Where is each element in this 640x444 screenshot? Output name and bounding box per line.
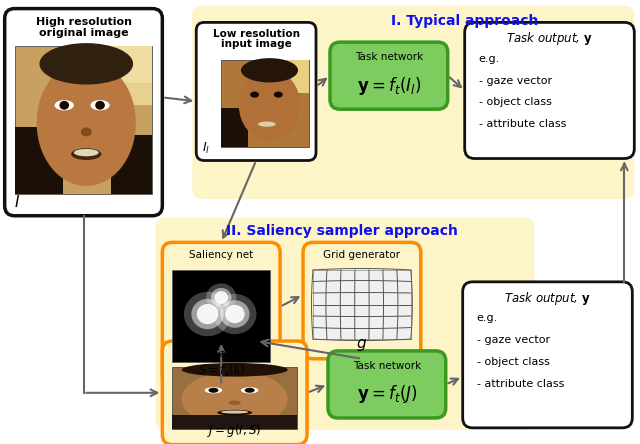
Ellipse shape [217,410,252,416]
Bar [172,367,297,429]
Bar [172,270,270,362]
Ellipse shape [36,60,136,186]
Text: - object class: - object class [477,357,550,367]
Text: $I_l$: $I_l$ [202,140,211,155]
FancyBboxPatch shape [163,341,307,444]
FancyBboxPatch shape [156,218,534,430]
Text: $S = f_s(I_l)$: $S = f_s(I_l)$ [198,363,244,380]
Ellipse shape [220,300,250,328]
Ellipse shape [258,122,276,127]
Bar [97,46,152,105]
Bar [221,107,248,147]
Ellipse shape [225,305,244,323]
Text: $I$: $I$ [13,194,20,210]
Ellipse shape [71,148,101,160]
Ellipse shape [250,91,259,98]
FancyBboxPatch shape [196,22,316,160]
Text: e.g.: e.g. [477,313,498,323]
Ellipse shape [244,388,255,393]
Ellipse shape [196,304,218,324]
Ellipse shape [40,43,133,84]
Bar [269,60,309,93]
Ellipse shape [74,149,99,156]
Text: - object class: - object class [479,97,552,107]
Text: Sampler: Sampler [213,349,257,359]
Text: original image: original image [38,28,129,38]
Ellipse shape [184,292,231,336]
Ellipse shape [90,100,109,111]
Ellipse shape [81,127,92,136]
Ellipse shape [239,69,300,141]
Ellipse shape [60,101,69,110]
Text: input image: input image [221,39,291,49]
Text: $\mathbf{y} = f_t(I_l)$: $\mathbf{y} = f_t(I_l)$ [356,75,421,96]
Bar [172,415,297,429]
Ellipse shape [221,411,248,414]
Text: Task output, $\mathbf{y}$: Task output, $\mathbf{y}$ [506,30,593,48]
Text: e.g.: e.g. [479,54,500,64]
Text: Task network: Task network [355,52,423,62]
Bar [221,60,309,147]
Ellipse shape [205,387,222,393]
Text: Saliency net: Saliency net [189,250,253,260]
FancyBboxPatch shape [192,6,634,199]
FancyBboxPatch shape [4,8,163,216]
Bar [15,46,152,194]
FancyBboxPatch shape [465,22,634,159]
Bar [111,135,152,194]
FancyBboxPatch shape [303,242,420,359]
Ellipse shape [191,299,223,329]
Ellipse shape [95,101,105,110]
FancyBboxPatch shape [163,242,280,385]
Text: $\mathbf{y} = f_t(J)$: $\mathbf{y} = f_t(J)$ [356,383,417,405]
Text: Task output, $\mathbf{y}$: Task output, $\mathbf{y}$ [504,290,591,307]
Text: - attribute class: - attribute class [477,379,564,388]
Text: Low resolution: Low resolution [212,29,300,40]
Ellipse shape [213,294,257,334]
Ellipse shape [182,363,288,377]
Bar [15,127,63,194]
Text: - attribute class: - attribute class [479,119,566,129]
Text: $J = g(I,S)$: $J = g(I,S)$ [207,422,262,439]
Ellipse shape [182,371,288,427]
Text: $g$: $g$ [356,337,367,353]
Ellipse shape [211,288,232,307]
Bar [313,270,411,339]
Ellipse shape [228,400,241,405]
Text: High resolution: High resolution [35,17,131,28]
Ellipse shape [241,58,298,83]
Ellipse shape [274,91,283,98]
Ellipse shape [214,291,228,304]
Text: Grid generator: Grid generator [323,250,401,260]
Ellipse shape [206,283,236,312]
Text: Task network: Task network [353,361,421,371]
Ellipse shape [209,388,218,393]
Text: II. Saliency sampler approach: II. Saliency sampler approach [226,224,458,238]
Text: - gaze vector: - gaze vector [479,75,552,86]
Ellipse shape [241,387,259,393]
Bar [97,46,152,83]
Text: I. Typical approach: I. Typical approach [391,13,538,28]
FancyBboxPatch shape [330,42,448,109]
Ellipse shape [54,100,74,111]
Text: - gaze vector: - gaze vector [477,335,550,345]
FancyBboxPatch shape [328,351,445,418]
FancyBboxPatch shape [463,282,632,428]
